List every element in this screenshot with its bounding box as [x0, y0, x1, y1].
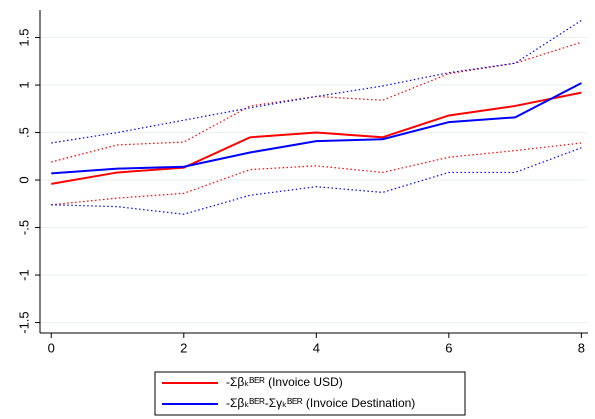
y-tick-label: 1.5 — [16, 29, 31, 47]
ci-upper — [51, 41, 582, 163]
line — [51, 82, 582, 175]
y-tick-label: .5 — [16, 127, 31, 138]
ci-lower — [51, 147, 582, 215]
ci-upper — [51, 19, 582, 144]
y-tick-label: 1 — [16, 81, 31, 88]
ci-lower — [51, 142, 582, 206]
x-tick-label: 0 — [48, 340, 55, 355]
legend-label: -Σβₖᴮᴱᴿ (Invoice USD) — [226, 375, 343, 389]
x-tick-label: 6 — [445, 340, 452, 355]
y-tick-label: 0 — [16, 176, 31, 183]
x-tick-label: 8 — [578, 340, 585, 355]
legend-label: -Σβₖᴮᴱᴿ-Σγₖᴮᴱᴿ (Invoice Destination) — [226, 396, 415, 410]
y-tick-label: -.5 — [16, 220, 31, 235]
y-tick-label: -1.5 — [16, 311, 31, 333]
x-tick-label: 2 — [180, 340, 187, 355]
line — [51, 91, 582, 185]
y-tick-label: -1 — [16, 269, 31, 281]
x-tick-label: 4 — [313, 340, 320, 355]
legend-box — [154, 371, 466, 416]
